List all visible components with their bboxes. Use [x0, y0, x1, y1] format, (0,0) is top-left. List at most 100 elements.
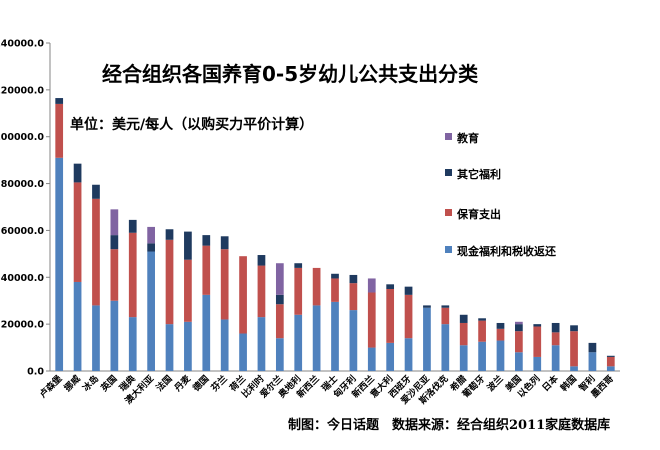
legend-label-edu: 教育: [457, 132, 479, 145]
bar-care-4: [128, 232, 137, 318]
bar-cash-3: [110, 300, 119, 371]
y-tick-label: 20000.0: [1, 320, 45, 331]
y-tick-label: 60000.0: [1, 226, 45, 237]
bar-cash-19: [404, 338, 413, 371]
bar-care-30: [606, 356, 615, 367]
footer-source: 制图：今日话题 数据来源：经合组织2011家庭数据库: [288, 418, 611, 433]
x-tick-labels: 卢森堡挪威冰岛英国瑞典澳大利亚法国丹麦德国芬兰荷兰比利时爱尔兰奥地利新西兰瑞士匈…: [37, 372, 616, 407]
y-tick-label: 120000.0: [0, 85, 44, 96]
x-tick-label: 英国: [98, 373, 120, 395]
bar-cash-23: [478, 341, 486, 371]
bar-cash-8: [202, 294, 211, 371]
bar-other-9: [220, 236, 229, 250]
unit-note: 单位：美元/每人（以购买力平价计算）: [70, 117, 314, 133]
x-tick-label: 丹麦: [172, 372, 194, 394]
bar-care-10: [239, 256, 247, 334]
y-tick-label: 100000.0: [0, 132, 44, 143]
bar-cash-10: [239, 333, 247, 371]
bar-cash-2: [92, 305, 100, 371]
bar-care-21: [441, 307, 450, 325]
bar-other-28: [570, 325, 578, 332]
bar-care-11: [257, 265, 266, 318]
bar-care-8: [202, 245, 211, 295]
legend-swatch-edu: [445, 133, 452, 140]
x-tick-label: 韩国: [558, 373, 579, 394]
bar-other-8: [202, 235, 211, 246]
bar-other-22: [459, 314, 468, 323]
bar-other-16: [349, 274, 358, 284]
bar-other-19: [404, 286, 413, 295]
x-tick-label: 芬兰: [208, 373, 230, 395]
y-tick-label: 80000.0: [1, 179, 45, 190]
bar-other-30: [606, 355, 615, 357]
bar-care-22: [459, 322, 468, 346]
bar-care-25: [515, 331, 523, 353]
bar-other-18: [386, 284, 395, 289]
x-tick-label: 波兰: [484, 373, 505, 394]
bar-cash-7: [184, 321, 192, 371]
bar-other-24: [496, 322, 505, 329]
legend-swatch-care: [445, 209, 452, 216]
bar-care-19: [404, 294, 413, 339]
bar-other-6: [165, 229, 174, 240]
bar-care-1: [73, 182, 82, 282]
bar-edu-5: [147, 226, 155, 244]
legend-label-other: 其它福利: [457, 168, 501, 181]
bar-care-28: [570, 331, 578, 367]
bar-cash-1: [73, 281, 82, 371]
bar-cash-30: [606, 366, 615, 371]
bar-other-29: [588, 342, 597, 353]
bar-care-14: [312, 267, 321, 306]
bar-cash-26: [533, 356, 542, 371]
bar-other-5: [147, 243, 155, 252]
bar-cash-21: [441, 324, 450, 371]
bar-cash-17: [367, 347, 376, 371]
bar-other-12: [275, 294, 284, 305]
bar-care-6: [165, 239, 174, 325]
bar-care-18: [386, 289, 395, 343]
bar-cash-12: [275, 338, 284, 371]
chart-title: 经合组织各国养育0-5岁幼儿公共支出分类: [102, 62, 479, 86]
bar-cash-24: [496, 340, 505, 371]
bar-cash-0: [55, 157, 64, 371]
bar-other-4: [128, 219, 137, 233]
bar-other-11: [257, 255, 266, 266]
bar-care-9: [220, 249, 229, 320]
bar-other-23: [478, 318, 486, 321]
bar-cash-11: [257, 317, 266, 371]
bar-care-13: [294, 267, 303, 315]
bar-cash-18: [386, 342, 395, 371]
bar-care-24: [496, 328, 505, 341]
bar-cash-25: [515, 352, 523, 371]
bar-cash-27: [551, 345, 560, 371]
bar-edu-25: [515, 321, 523, 325]
y-axis-ticks: 0.0 20000.0 40000.0 60000.0 80000.0 100000.0 1…: [0, 39, 620, 378]
legend-label-care: 保育支出: [457, 208, 501, 221]
bar-other-27: [551, 322, 560, 333]
bar-series: [55, 98, 615, 371]
bar-cash-4: [128, 317, 137, 371]
bar-care-7: [184, 259, 192, 322]
bar-cash-16: [349, 310, 358, 371]
bar-other-15: [331, 273, 339, 279]
bar-care-17: [367, 292, 376, 348]
bar-other-21: [441, 305, 450, 308]
bar-cash-5: [147, 251, 155, 371]
bar-care-27: [551, 332, 560, 346]
bar-cash-15: [331, 301, 339, 371]
bar-edu-3: [110, 209, 119, 236]
bar-cash-14: [312, 305, 321, 371]
bar-cash-9: [220, 319, 229, 371]
bar-edu-17: [367, 278, 376, 293]
legend-swatch-other: [445, 169, 452, 176]
bar-care-12: [275, 304, 284, 339]
bar-cash-22: [459, 345, 468, 371]
bar-cash-28: [570, 366, 578, 371]
bar-care-23: [478, 320, 486, 342]
bar-other-7: [184, 231, 192, 260]
bar-other-2: [92, 184, 100, 199]
bar-other-20: [423, 305, 431, 308]
x-tick-label: 德国: [190, 373, 211, 394]
bar-other-26: [533, 324, 542, 327]
